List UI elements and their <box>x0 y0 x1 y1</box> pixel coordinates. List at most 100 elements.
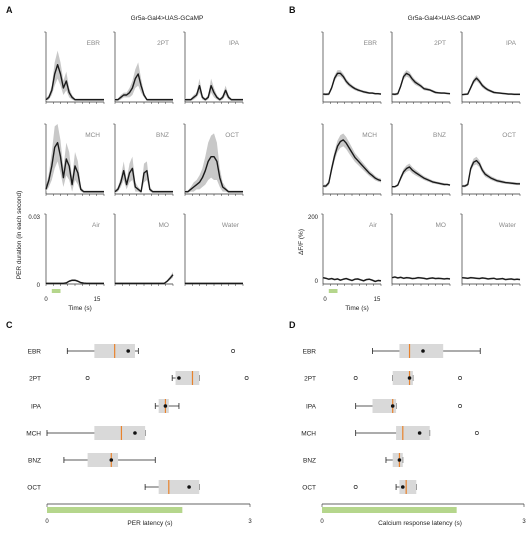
panel-d-mean-point <box>421 349 425 353</box>
panel-b-title: Gr5a-Gal4>UAS-GCaMP <box>408 15 481 22</box>
panel-d-outlier-point <box>353 376 358 380</box>
panel-a-trace-oct <box>185 155 243 193</box>
panel-b-trace-oct <box>462 159 520 187</box>
panel-b-sem-band-2pt <box>392 70 450 96</box>
panel-b-odor-label-water: Water <box>499 222 517 229</box>
panel-label-c: C <box>6 320 13 330</box>
panel-c-iqr-box <box>175 371 200 385</box>
panel-d-box-mch: MCH <box>301 426 479 440</box>
panel-d-xtick-3: 3 <box>522 519 526 525</box>
panel-c-mean-point <box>133 431 137 435</box>
panel-b-odor-label-oct: OCT <box>502 132 516 139</box>
panel-b-trace-ebr <box>322 72 382 96</box>
panel-a-subplot-air: Air <box>44 213 105 293</box>
panel-b-trace-mo <box>391 276 451 280</box>
panel-b-odor-label-bnz: BNZ <box>433 132 446 139</box>
panel-c-outlier-point <box>85 376 90 380</box>
panel-b-xtick-zero: 0 <box>323 297 327 303</box>
panel-a-ytick-top: 0.03 <box>28 215 40 221</box>
panel-c-category-label: MCH <box>26 431 41 438</box>
panel-a-ytick-zero: 0 <box>37 283 41 289</box>
panel-c-iqr-box <box>158 480 200 494</box>
panel-a-trace-air <box>46 279 104 284</box>
panel-a-odor-label-ebr: EBR <box>87 40 101 47</box>
panel-a-subplot-ipa: IPA <box>183 31 244 104</box>
panel-d-box-2pt: 2PT <box>304 371 462 385</box>
panel-c-mean-point <box>109 458 114 462</box>
panel-d-category-label: IPA <box>306 404 317 411</box>
panel-b-trace-water <box>461 276 521 281</box>
panel-a-subplot-oct: OCT <box>183 123 244 196</box>
panel-b-traces: EBR 2PT IPA MCH BNZ OCT Air MO Water <box>321 31 521 293</box>
panel-a-odor-label-water: Water <box>222 222 240 229</box>
panel-b-odor-label-ipa: IPA <box>506 40 517 47</box>
panel-b-stimulus-bar <box>328 289 338 293</box>
panel-c-xtick-zero: 0 <box>45 519 49 525</box>
panel-b-ylabel: ΔF/F (%) <box>298 229 305 255</box>
panel-c-box-ebr: EBR <box>28 344 236 358</box>
panel-d-iqr-box <box>399 480 417 494</box>
panel-d-box-bnz: BNZ <box>303 453 404 467</box>
panel-a-trace-ipa <box>185 84 243 101</box>
panel-d-iqr-box <box>396 426 430 440</box>
panel-b-subplot-air: Air <box>321 213 382 293</box>
panel-d-mean-point <box>407 376 412 380</box>
panel-c-xtick-3: 3 <box>248 519 252 525</box>
panel-a-odor-label-air: Air <box>92 222 101 229</box>
panel-b-odor-label-mch: MCH <box>362 132 377 139</box>
panel-a-xtick-zero: 0 <box>44 297 48 303</box>
panel-b-subplot-bnz: BNZ <box>390 123 451 196</box>
panel-b-ytick-zero: 0 <box>315 279 319 285</box>
panel-a-odor-label-mo: MO <box>159 222 169 229</box>
panel-d-box-ebr: EBR <box>303 344 481 358</box>
panel-b-sem-band-ebr <box>323 70 381 96</box>
panel-d-outlier-point <box>474 431 479 435</box>
panel-c-box-mch: MCH <box>26 426 146 440</box>
panel-a-subplot-mo: MO <box>113 213 174 286</box>
panel-a-trace-mo <box>115 274 174 284</box>
panel-d-box-oct: OCT <box>302 480 417 494</box>
panel-d-outlier-point <box>458 404 462 408</box>
panel-d-xtick-zero: 0 <box>320 519 324 525</box>
panel-d-iqr-box <box>372 399 397 413</box>
panel-c-xlabel: PER latency (s) <box>127 520 172 527</box>
panel-b-subplot-2pt: 2PT <box>390 31 451 104</box>
panel-d-mean-point <box>390 404 395 408</box>
panel-d-category-label: MCH <box>301 431 316 438</box>
panel-b-subplot-ebr: EBR <box>321 31 382 104</box>
panel-b-trace-ipa <box>461 77 520 96</box>
panel-d-category-label: EBR <box>303 349 317 356</box>
panel-b-subplot-water: Water <box>460 213 521 286</box>
panel-d-category-label: 2PT <box>304 376 316 383</box>
panel-a-sem-band-mch <box>46 124 104 193</box>
panel-b-odor-label-ebr: EBR <box>364 40 378 47</box>
panel-c-box-oct: OCT <box>27 480 200 494</box>
panel-a-title: Gr5a-Gal4>UAS-GCaMP <box>131 15 204 22</box>
panel-b-odor-label-air: Air <box>369 222 378 229</box>
panel-c-category-label: OCT <box>27 485 41 492</box>
panel-a-sem-band-ebr <box>46 50 104 101</box>
panel-d-stimulus-bar <box>322 507 457 513</box>
panel-b-odor-label-2pt: 2PT <box>434 40 446 47</box>
panel-a-trace-2pt <box>115 73 173 101</box>
panel-a-odor-label-mch: MCH <box>85 132 100 139</box>
panel-a-traces: EBR 2PT IPA MCH BNZ OCT Air MO Water <box>44 31 244 293</box>
panel-d-category-label: BNZ <box>303 458 316 465</box>
panel-c-stimulus-bar <box>47 507 183 513</box>
panel-c-iqr-box <box>87 453 119 467</box>
panel-c-mean-point <box>177 376 181 380</box>
panel-label-a: A <box>6 5 13 15</box>
panel-a-trace-ebr <box>45 63 104 101</box>
panel-b-odor-label-mo: MO <box>436 222 446 229</box>
panel-b-sem-band-mch <box>323 133 381 188</box>
panel-a-stimulus-bar <box>51 289 61 293</box>
panel-b-subplot-mo: MO <box>390 213 451 286</box>
panel-d-outlier-point <box>353 485 358 489</box>
panel-a-odor-label-bnz: BNZ <box>156 132 169 139</box>
panel-a-xtick-15: 15 <box>94 297 101 303</box>
panel-c-mean-point <box>187 485 191 489</box>
panel-b-sem-band-oct <box>462 156 520 188</box>
panel-a-trace-bnz <box>114 167 173 193</box>
panel-a-subplot-bnz: BNZ <box>113 123 174 196</box>
